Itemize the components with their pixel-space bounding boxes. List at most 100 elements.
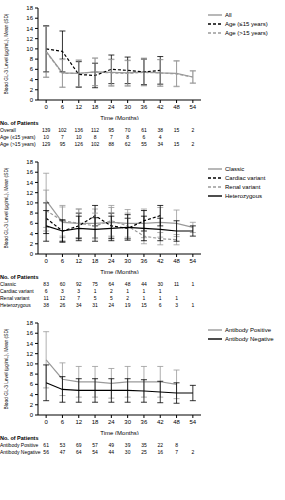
svg-text:12: 12 (75, 419, 82, 425)
svg-text:8: 8 (30, 56, 34, 62)
svg-text:42: 42 (157, 419, 164, 425)
svg-text:18: 18 (92, 419, 99, 425)
svg-text:0: 0 (30, 97, 34, 103)
html-text:10: 10 (43, 134, 49, 140)
html-text:15: 15 (173, 127, 180, 133)
svg-text:2: 2 (30, 402, 34, 408)
svg-text:24: 24 (108, 258, 115, 264)
html-text:No. of Patients: No. of Patients (0, 274, 39, 280)
svg-text:36: 36 (141, 104, 148, 110)
svg-text:6: 6 (30, 381, 34, 387)
svg-text:36: 36 (141, 419, 148, 425)
svg-text:12: 12 (26, 351, 33, 357)
svg-text:0: 0 (44, 258, 48, 264)
svg-text:0: 0 (44, 104, 48, 110)
svg-text:12: 12 (75, 104, 82, 110)
svg-text:54: 54 (190, 104, 197, 110)
svg-text:12: 12 (26, 190, 33, 196)
svg-text:24: 24 (108, 419, 115, 425)
svg-text:Blood GL-3 Level (µg/mL), Mean: Blood GL-3 Level (µg/mL), Mean (SD) (8, 328, 9, 409)
html-text:102: 102 (90, 141, 100, 147)
svg-text:6: 6 (30, 66, 34, 72)
html-text:Cardiac variant: Cardiac variant (225, 174, 266, 181)
svg-text:42: 42 (157, 104, 164, 110)
html-text:Antibody Negative: Antibody Negative (225, 335, 274, 342)
svg-text:4: 4 (30, 231, 34, 237)
svg-text:10: 10 (26, 361, 33, 367)
svg-text:4: 4 (30, 77, 34, 83)
svg-text:6: 6 (61, 258, 65, 264)
svg-text:30: 30 (124, 419, 131, 425)
svg-text:12: 12 (26, 36, 33, 42)
svg-text:30: 30 (124, 104, 131, 110)
html-text:70: 70 (124, 127, 131, 133)
svg-text:2: 2 (30, 241, 34, 247)
svg-text:48: 48 (173, 419, 180, 425)
html-text:Classic: Classic (225, 165, 245, 172)
svg-text:8: 8 (30, 371, 34, 377)
html-text:No. of Patients: No. of Patients (0, 120, 39, 126)
html-text:Renal variant: Renal variant (225, 183, 261, 190)
svg-text:54: 54 (190, 258, 197, 264)
svg-text:6: 6 (30, 220, 34, 226)
html-text:Age (>15 years): Age (>15 years) (0, 141, 36, 147)
html-text:Age (>15 years): Age (>15 years) (225, 29, 268, 36)
svg-text:Blood GL-3 Level (µg/mL), Mean: Blood GL-3 Level (µg/mL), Mean (SD) (8, 167, 9, 248)
svg-text:16: 16 (26, 330, 33, 336)
svg-text:Time (Months): Time (Months) (100, 269, 138, 274)
html-text:112: 112 (91, 127, 99, 133)
svg-text:30: 30 (124, 258, 131, 264)
svg-text:Blood GL-3 Level (µg/mL), Mean: Blood GL-3 Level (µg/mL), Mean (SD) (8, 13, 9, 94)
html-text:10: 10 (76, 134, 82, 140)
svg-text:24: 24 (108, 104, 115, 110)
svg-text:6: 6 (61, 419, 65, 425)
svg-text:2: 2 (30, 87, 34, 93)
html-text:Antibody Positive: Antibody Positive (225, 326, 271, 333)
svg-text:12: 12 (75, 258, 82, 264)
html-text:95: 95 (108, 127, 115, 133)
html-text:139: 139 (42, 127, 51, 133)
svg-text:8: 8 (30, 210, 34, 216)
html-text:38: 38 (157, 127, 163, 133)
html-text:55: 55 (141, 141, 147, 147)
html-text:Age (≤15 years): Age (≤15 years) (225, 20, 268, 27)
html-text:Heterozygous: Heterozygous (225, 192, 262, 199)
html-text:34: 34 (157, 141, 163, 147)
svg-text:14: 14 (26, 26, 33, 32)
svg-text:18: 18 (92, 104, 99, 110)
svg-text:16: 16 (26, 15, 33, 21)
html-text:61: 61 (141, 127, 147, 133)
svg-text:4: 4 (30, 392, 34, 398)
svg-text:18: 18 (26, 320, 33, 326)
html-text:15: 15 (173, 141, 180, 147)
svg-text:18: 18 (26, 159, 33, 165)
html-text:136: 136 (74, 127, 83, 133)
svg-text:Time (Months): Time (Months) (100, 115, 138, 120)
svg-text:18: 18 (92, 258, 99, 264)
svg-text:Time (Months): Time (Months) (100, 430, 138, 435)
svg-text:42: 42 (157, 258, 164, 264)
svg-text:6: 6 (61, 104, 65, 110)
html-text:95: 95 (59, 141, 66, 147)
svg-text:14: 14 (26, 341, 33, 347)
svg-text:48: 48 (173, 258, 180, 264)
html-text:88: 88 (108, 141, 115, 147)
html-text:Overall: Overall (0, 127, 16, 133)
svg-text:18: 18 (26, 5, 33, 11)
svg-text:10: 10 (26, 46, 33, 52)
html-text:126: 126 (74, 141, 83, 147)
svg-text:54: 54 (190, 419, 197, 425)
svg-text:36: 36 (141, 258, 148, 264)
svg-text:0: 0 (30, 412, 34, 418)
svg-text:48: 48 (173, 104, 180, 110)
svg-text:14: 14 (26, 180, 33, 186)
svg-text:0: 0 (30, 251, 34, 257)
html-text:62: 62 (124, 141, 131, 147)
svg-text:16: 16 (26, 169, 33, 175)
svg-text:10: 10 (26, 200, 33, 206)
html-text:129: 129 (42, 141, 51, 147)
html-text:102: 102 (58, 127, 67, 133)
html-text:All: All (225, 11, 232, 18)
html-text:Age (≤15 years): Age (≤15 years) (0, 134, 36, 140)
svg-text:0: 0 (44, 419, 48, 425)
